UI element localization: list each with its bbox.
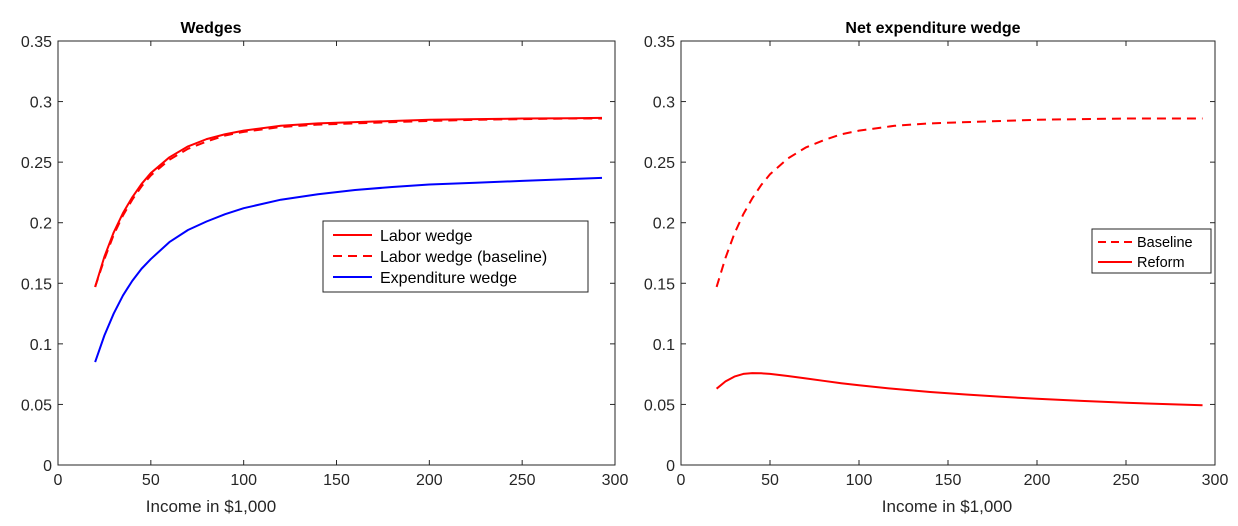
legend: Labor wedge Labor wedge (baseline) Expen… (322, 220, 589, 293)
series-line-labor-wedge-baseline (94, 117, 602, 288)
x-tick-label: 200 (416, 472, 443, 489)
series-line-expenditure-wedge (94, 176, 603, 363)
plot-frame (680, 40, 1216, 466)
x-axis-label: Income in $1,000 (882, 497, 1012, 516)
y-tick-label: 0.35 (21, 34, 52, 51)
x-tick-label: 100 (230, 472, 257, 489)
series-line-labor-wedge (94, 116, 603, 288)
y-tick-label: 0.1 (30, 337, 52, 354)
legend: Baseline Reform (1091, 228, 1212, 274)
y-tick-label: 0.1 (653, 337, 675, 354)
legend-label-baseline: Baseline (1137, 235, 1193, 251)
y-tick-label: 0.15 (21, 276, 52, 293)
y-tick-label: 0.3 (30, 95, 52, 112)
legend-label-labor-wedge: Labor wedge (380, 228, 473, 245)
x-tick-label: 200 (1024, 472, 1051, 489)
x-tick-label: 150 (935, 472, 962, 489)
legend-label-reform: Reform (1137, 255, 1185, 271)
x-tick-label: 300 (602, 472, 629, 489)
legend-label-labor-wedge-baseline: Labor wedge (baseline) (380, 249, 547, 266)
chart-title: Wedges (180, 20, 241, 37)
y-tick-label: 0.3 (653, 95, 675, 112)
y-tick-label: 0.15 (644, 276, 675, 293)
series-line-baseline (715, 117, 1203, 288)
ticks-group: 0 50 100 150 200 250 300 0 0.05 0.1 0.15 0.2 0.25 0.3… (644, 34, 1229, 489)
x-tick-label: 50 (142, 472, 160, 489)
x-tick-label: 0 (54, 472, 63, 489)
y-tick-label: 0.35 (644, 34, 675, 51)
y-tick-label: 0.05 (21, 397, 52, 414)
y-tick-label: 0.25 (644, 155, 675, 172)
x-tick-label: 300 (1202, 472, 1229, 489)
series-line-reform (715, 372, 1203, 407)
chart-title: Net expenditure wedge (845, 20, 1020, 37)
chart-wedges: Wedges Income in $1,000 0 50 100 150 200 250 3… (21, 20, 629, 516)
chart-net-expenditure-wedge: Net expenditure wedge Income in $1,000 0… (644, 20, 1229, 516)
y-tick-label: 0.2 (30, 216, 52, 233)
y-tick-label: 0 (666, 458, 675, 475)
legend-label-expenditure-wedge: Expenditure wedge (380, 270, 517, 287)
x-tick-label: 0 (677, 472, 686, 489)
x-axis-label: Income in $1,000 (146, 497, 276, 516)
y-tick-label: 0.2 (653, 216, 675, 233)
ticks-group: 0 50 100 150 200 250 300 0 0.05 0.1 0.15 0.2 0.25 0.3… (21, 34, 629, 489)
x-tick-label: 250 (509, 472, 536, 489)
plot-frame (57, 40, 616, 466)
series-group (715, 117, 1203, 407)
series-group (94, 116, 603, 363)
y-tick-label: 0.25 (21, 155, 52, 172)
legend-box (1091, 228, 1212, 274)
x-tick-label: 50 (761, 472, 779, 489)
y-tick-label: 0 (43, 458, 52, 475)
y-tick-label: 0.05 (644, 397, 675, 414)
x-tick-label: 250 (1113, 472, 1140, 489)
x-tick-label: 150 (323, 472, 350, 489)
x-tick-label: 100 (846, 472, 873, 489)
